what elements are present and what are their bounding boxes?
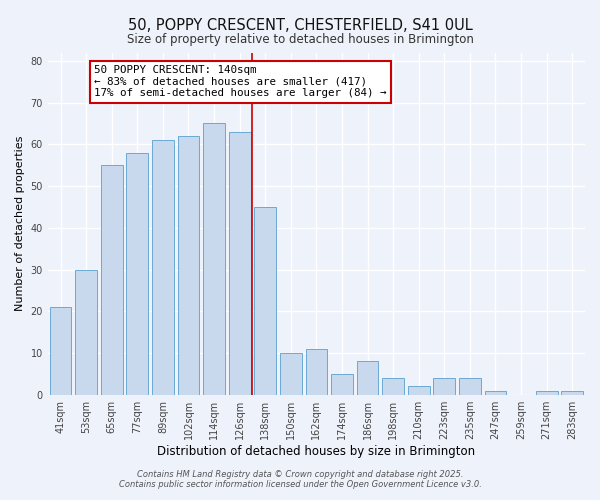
- X-axis label: Distribution of detached houses by size in Brimington: Distribution of detached houses by size …: [157, 444, 475, 458]
- Bar: [203, 124, 225, 394]
- Text: Size of property relative to detached houses in Brimington: Size of property relative to detached ho…: [127, 32, 473, 46]
- Text: 50 POPPY CRESCENT: 140sqm
← 83% of detached houses are smaller (417)
17% of semi: 50 POPPY CRESCENT: 140sqm ← 83% of detac…: [94, 65, 386, 98]
- Bar: [75, 270, 97, 394]
- Bar: [536, 390, 557, 394]
- Bar: [433, 378, 455, 394]
- Bar: [50, 307, 71, 394]
- Bar: [562, 390, 583, 394]
- Bar: [382, 378, 404, 394]
- Y-axis label: Number of detached properties: Number of detached properties: [15, 136, 25, 312]
- Bar: [229, 132, 251, 394]
- Bar: [101, 165, 122, 394]
- Bar: [280, 353, 302, 395]
- Bar: [254, 207, 276, 394]
- Bar: [459, 378, 481, 394]
- Bar: [356, 362, 379, 394]
- Bar: [408, 386, 430, 394]
- Bar: [305, 349, 327, 395]
- Bar: [485, 390, 506, 394]
- Bar: [152, 140, 174, 394]
- Bar: [178, 136, 199, 394]
- Text: Contains HM Land Registry data © Crown copyright and database right 2025.
Contai: Contains HM Land Registry data © Crown c…: [119, 470, 481, 489]
- Bar: [331, 374, 353, 394]
- Text: 50, POPPY CRESCENT, CHESTERFIELD, S41 0UL: 50, POPPY CRESCENT, CHESTERFIELD, S41 0U…: [128, 18, 472, 32]
- Bar: [127, 152, 148, 394]
